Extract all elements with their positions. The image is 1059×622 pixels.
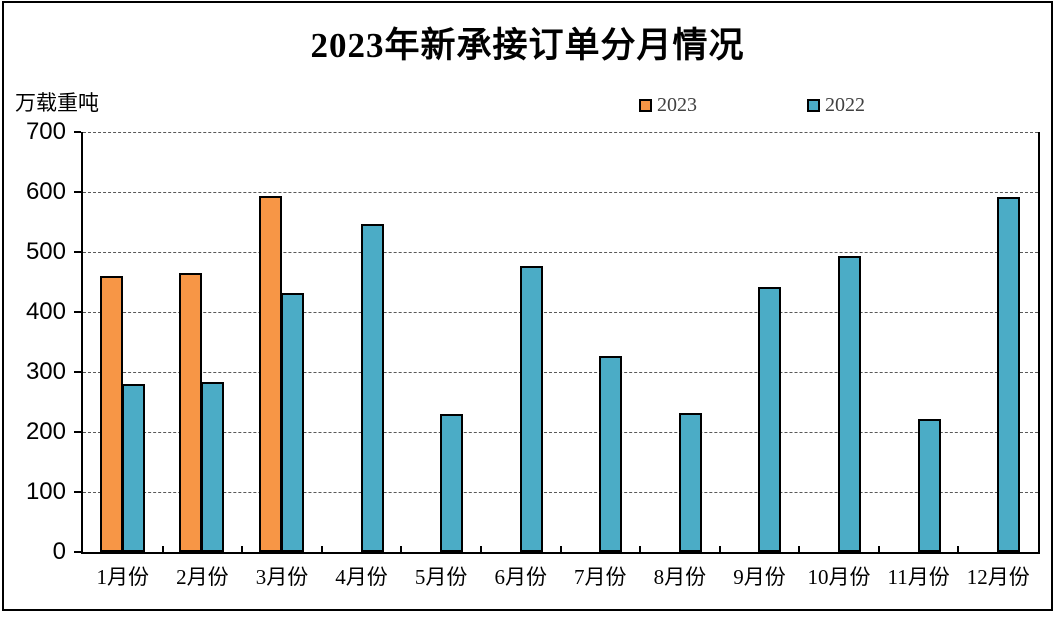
gridline-400 <box>83 312 1038 313</box>
x-tick-label-7月份: 7月份 <box>574 565 627 589</box>
bar-2022-10月份 <box>838 256 862 552</box>
legend-swatch-2023-icon <box>639 98 652 112</box>
x-tick-mark-6 <box>559 546 562 552</box>
bar-2022-12月份 <box>997 197 1021 552</box>
gridline-200 <box>83 432 1038 433</box>
x-tick-label-1月份: 1月份 <box>96 565 150 589</box>
y-tick-label-200: 200 <box>25 418 66 445</box>
bar-2022-8月份 <box>678 413 702 552</box>
bar-2022-1月份 <box>121 384 145 552</box>
y-tick-mark-0 <box>74 551 81 553</box>
x-tick-label-10月份: 10月份 <box>807 565 871 589</box>
x-tick-mark-7 <box>639 546 642 552</box>
y-tick-mark-700 <box>74 131 81 133</box>
gridline-100 <box>83 492 1038 493</box>
y-tick-label-700: 700 <box>25 118 66 145</box>
x-tick-label-2月份: 2月份 <box>176 565 229 589</box>
bar-2022-4月份 <box>360 224 384 552</box>
bar-2022-5月份 <box>440 414 464 552</box>
chart-frame: 2023年新承接订单分月情况 万载重吨 2023 2022 0 100 200 300… <box>2 1 1053 611</box>
y-tick-mark-300 <box>74 371 81 373</box>
x-tick-label-12月份: 12月份 <box>966 565 1030 589</box>
legend-item-2022: 2022 <box>807 94 865 116</box>
bar-2022-11月份 <box>917 419 941 552</box>
legend-item-2023: 2023 <box>639 94 697 116</box>
x-tick-mark-1 <box>161 546 164 552</box>
x-tick-label-4月份: 4月份 <box>335 565 388 589</box>
gridline-600 <box>83 192 1038 193</box>
x-tick-mark-4 <box>400 546 403 552</box>
x-tick-label-6月份: 6月份 <box>494 565 547 589</box>
plot-area <box>81 132 1040 554</box>
legend-label-2022: 2022 <box>825 94 865 116</box>
y-tick-label-100: 100 <box>25 478 66 505</box>
bar-2022-3月份 <box>280 293 304 552</box>
y-tick-mark-600 <box>74 191 81 193</box>
bar-2023-1月份 <box>99 276 123 552</box>
y-tick-mark-200 <box>74 431 81 433</box>
x-tick-mark-8 <box>718 546 721 552</box>
y-tick-label-500: 500 <box>25 238 66 265</box>
y-axis-unit-label: 万载重吨 <box>15 91 99 115</box>
gridline-700 <box>83 132 1038 133</box>
legend-swatch-2022-icon <box>807 98 820 112</box>
bar-2022-9月份 <box>758 287 782 552</box>
x-tick-label-11月份: 11月份 <box>887 565 950 589</box>
bar-2022-7月份 <box>599 356 623 552</box>
y-tick-mark-100 <box>74 491 81 493</box>
x-tick-mark-11 <box>957 546 960 552</box>
x-tick-mark-5 <box>479 546 482 552</box>
x-tick-label-8月份: 8月份 <box>653 565 707 589</box>
y-tick-mark-500 <box>74 251 81 253</box>
y-tick-mark-400 <box>74 311 81 313</box>
bar-2022-6月份 <box>519 266 543 552</box>
x-tick-label-5月份: 5月份 <box>414 565 468 589</box>
x-tick-mark-2 <box>241 546 244 552</box>
x-tick-mark-3 <box>320 546 323 552</box>
x-tick-mark-9 <box>798 546 801 552</box>
gridline-500 <box>83 252 1038 253</box>
bar-2023-3月份 <box>258 196 282 552</box>
y-tick-label-600: 600 <box>25 178 66 205</box>
gridline-300 <box>83 372 1038 373</box>
chart-title: 2023年新承接订单分月情况 <box>310 26 745 65</box>
y-tick-label-300: 300 <box>25 358 66 385</box>
x-tick-label-3月份: 3月份 <box>255 565 309 589</box>
bar-2023-2月份 <box>179 273 203 552</box>
legend-label-2023: 2023 <box>657 94 697 116</box>
bar-2022-2月份 <box>201 382 225 552</box>
y-tick-label-0: 0 <box>52 538 66 565</box>
x-tick-mark-10 <box>877 546 880 552</box>
y-tick-label-400: 400 <box>25 298 66 325</box>
x-tick-label-9月份: 9月份 <box>733 565 786 589</box>
